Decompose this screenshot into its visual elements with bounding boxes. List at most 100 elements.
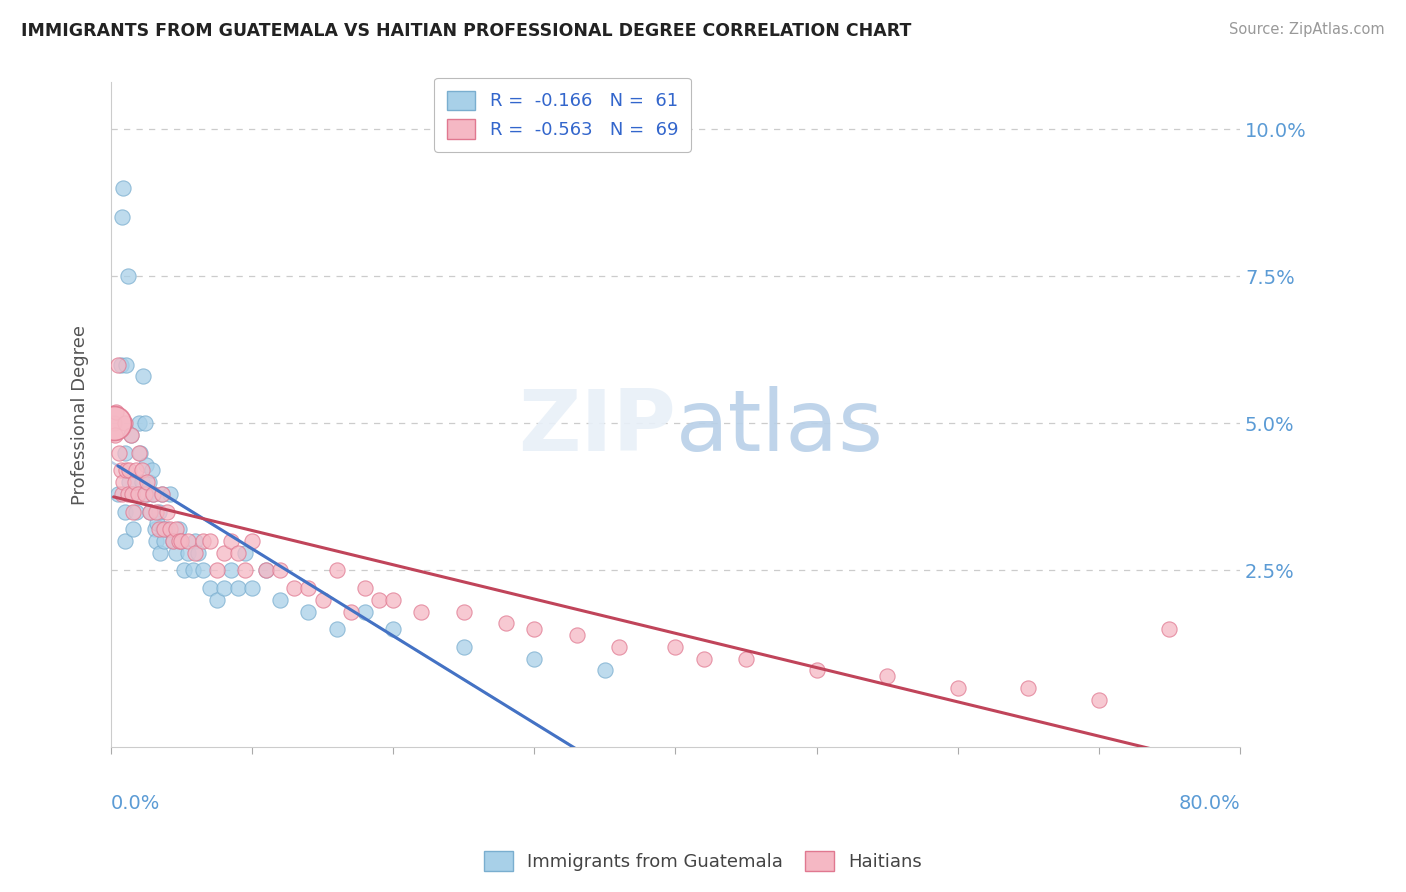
Point bbox=[150, 487, 173, 501]
Point bbox=[122, 522, 145, 536]
Point bbox=[607, 640, 630, 654]
Point bbox=[187, 546, 209, 560]
Point bbox=[128, 446, 150, 460]
Point bbox=[806, 664, 828, 678]
Point bbox=[382, 622, 405, 636]
Point bbox=[115, 358, 138, 372]
Point bbox=[111, 211, 134, 225]
Point bbox=[523, 651, 546, 665]
Point bbox=[150, 487, 173, 501]
Point bbox=[1088, 693, 1111, 707]
Point bbox=[170, 534, 193, 549]
Point bbox=[125, 505, 148, 519]
Point bbox=[129, 446, 152, 460]
Point bbox=[177, 534, 200, 549]
Point bbox=[184, 534, 207, 549]
Point bbox=[117, 487, 139, 501]
Point bbox=[107, 487, 129, 501]
Point bbox=[233, 546, 256, 560]
Point bbox=[143, 522, 166, 536]
Point bbox=[181, 564, 204, 578]
Text: 0.0%: 0.0% bbox=[111, 794, 160, 813]
Point bbox=[131, 475, 153, 490]
Point bbox=[165, 522, 187, 536]
Point bbox=[162, 534, 184, 549]
Point bbox=[142, 487, 165, 501]
Point bbox=[118, 463, 141, 477]
Text: Source: ZipAtlas.com: Source: ZipAtlas.com bbox=[1229, 22, 1385, 37]
Point bbox=[283, 581, 305, 595]
Point bbox=[124, 475, 146, 490]
Legend: Immigrants from Guatemala, Haitians: Immigrants from Guatemala, Haitians bbox=[477, 844, 929, 879]
Point bbox=[103, 417, 125, 431]
Legend: R =  -0.166   N =  61, R =  -0.563   N =  69: R = -0.166 N = 61, R = -0.563 N = 69 bbox=[434, 78, 690, 152]
Point bbox=[240, 581, 263, 595]
Text: atlas: atlas bbox=[675, 386, 883, 469]
Point bbox=[145, 505, 167, 519]
Point bbox=[105, 404, 128, 418]
Point bbox=[132, 369, 155, 384]
Text: ZIP: ZIP bbox=[517, 386, 675, 469]
Point bbox=[167, 522, 190, 536]
Text: IMMIGRANTS FROM GUATEMALA VS HAITIAN PROFESSIONAL DEGREE CORRELATION CHART: IMMIGRANTS FROM GUATEMALA VS HAITIAN PRO… bbox=[21, 22, 911, 40]
Point bbox=[946, 681, 969, 695]
Point bbox=[134, 487, 156, 501]
Point bbox=[148, 505, 170, 519]
Point bbox=[146, 516, 169, 531]
Point bbox=[110, 463, 132, 477]
Point bbox=[191, 564, 214, 578]
Point bbox=[205, 592, 228, 607]
Point bbox=[495, 616, 517, 631]
Point bbox=[108, 446, 131, 460]
Point bbox=[226, 546, 249, 560]
Y-axis label: Professional Degree: Professional Degree bbox=[72, 325, 89, 505]
Point bbox=[523, 622, 546, 636]
Point bbox=[198, 534, 221, 549]
Point bbox=[104, 428, 127, 442]
Point bbox=[382, 592, 405, 607]
Point bbox=[162, 534, 184, 549]
Point bbox=[114, 446, 136, 460]
Point bbox=[325, 564, 347, 578]
Point bbox=[135, 458, 157, 472]
Point bbox=[114, 505, 136, 519]
Point bbox=[115, 463, 138, 477]
Point bbox=[153, 534, 176, 549]
Point bbox=[142, 487, 165, 501]
Point bbox=[139, 505, 162, 519]
Point bbox=[664, 640, 686, 654]
Point bbox=[167, 534, 190, 549]
Point bbox=[114, 417, 136, 431]
Point bbox=[114, 534, 136, 549]
Point bbox=[339, 605, 361, 619]
Text: 80.0%: 80.0% bbox=[1178, 794, 1240, 813]
Point bbox=[121, 487, 143, 501]
Point bbox=[254, 564, 277, 578]
Point bbox=[120, 428, 142, 442]
Point bbox=[453, 605, 475, 619]
Point bbox=[325, 622, 347, 636]
Point bbox=[139, 505, 162, 519]
Point bbox=[117, 269, 139, 284]
Point bbox=[177, 546, 200, 560]
Point bbox=[692, 651, 714, 665]
Point bbox=[138, 475, 160, 490]
Point bbox=[876, 669, 898, 683]
Point bbox=[353, 581, 375, 595]
Point bbox=[269, 592, 291, 607]
Point bbox=[159, 522, 181, 536]
Point bbox=[136, 487, 159, 501]
Point bbox=[212, 581, 235, 595]
Point bbox=[233, 564, 256, 578]
Point bbox=[121, 487, 143, 501]
Point bbox=[173, 564, 195, 578]
Point bbox=[165, 546, 187, 560]
Point bbox=[735, 651, 758, 665]
Point bbox=[159, 487, 181, 501]
Point bbox=[156, 522, 179, 536]
Point bbox=[111, 487, 134, 501]
Point bbox=[198, 581, 221, 595]
Point bbox=[141, 463, 163, 477]
Point bbox=[254, 564, 277, 578]
Point bbox=[353, 605, 375, 619]
